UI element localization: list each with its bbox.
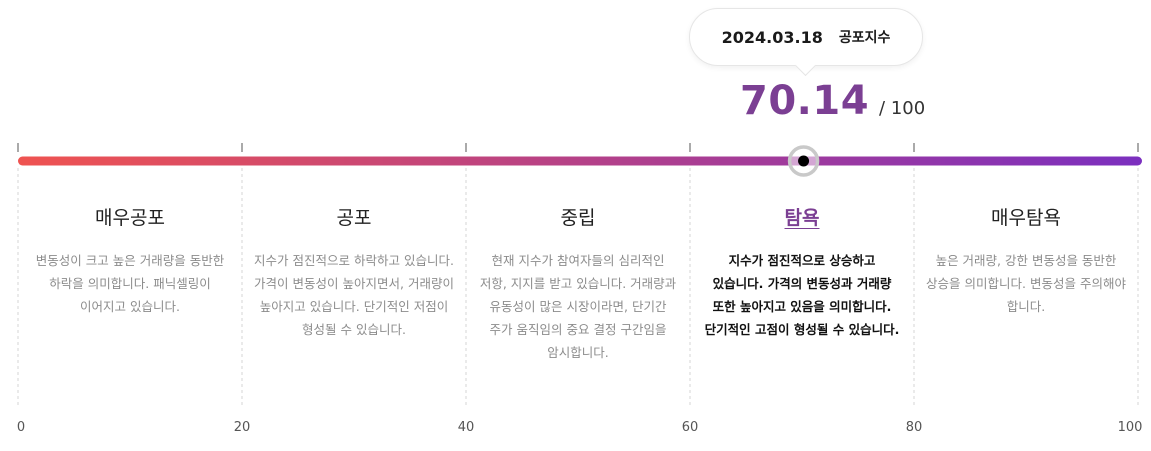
scale-top-ticks	[17, 143, 1139, 152]
zone-title: 매우탐욕	[991, 207, 1061, 229]
zone-description: 변동성이 크고 높은 거래량을 동반한 하락을 의미합니다. 패닉셀링이 이어지…	[35, 253, 225, 314]
zone-description: 높은 거래량, 강한 변동성을 동반한 상승을 의미합니다. 변동성을 주의해야…	[926, 253, 1126, 314]
tick-label: 60	[681, 420, 699, 435]
score-display: 70.14 / 100	[740, 78, 940, 128]
score-value: 70.14	[740, 78, 870, 124]
tick-label: 40	[457, 420, 475, 435]
zone-title: 탐욕	[784, 207, 820, 229]
tick-label: 20	[233, 420, 251, 435]
tick-label: 0	[16, 420, 26, 435]
tooltip-label: 공포지수	[838, 30, 891, 46]
zone-description: 지수가 점진적으로 하락하고 있습니다. 가격이 변동성이 높아지면서, 거래량…	[254, 253, 454, 337]
zone-description: 현재 지수가 참여자들의 심리적인 저항, 지지를 받고 있습니다. 거래량과 …	[479, 253, 677, 360]
gauge-bar	[18, 156, 1142, 166]
zone-title: 중립	[560, 207, 596, 229]
zone-dividers	[17, 168, 1139, 408]
current-value-marker	[787, 145, 820, 177]
score-max: / 100	[879, 98, 926, 119]
zone-title: 매우공포	[95, 207, 165, 229]
zone-title: 공포	[336, 207, 372, 229]
date-tooltip: 2024.03.18 공포지수	[689, 8, 923, 66]
tick-label: 100	[1117, 420, 1143, 435]
tick-label: 80	[905, 420, 923, 435]
tooltip-date: 2024.03.18	[721, 27, 823, 47]
zone-description: 지수가 점진적으로 상승하고 있습니다. 가격의 변동성과 거래량 또한 높아지…	[704, 253, 900, 337]
